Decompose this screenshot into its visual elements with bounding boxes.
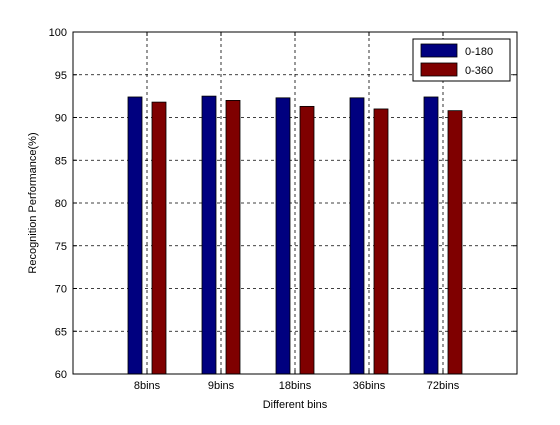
ticks [73, 31, 517, 375]
bar-0-360-36bins [373, 108, 389, 375]
x-tick-label: 18bins [279, 380, 312, 392]
grid [73, 32, 517, 374]
y-tick-label: 95 [55, 70, 67, 82]
tick-labels: 60 65 70 75 80 85 90 95 100 8bins 9bins 18bins 36bin… [49, 27, 460, 392]
x-tick-label: 36bins [353, 380, 386, 392]
legend-swatch-0-360 [420, 62, 458, 77]
y-axis-label: Recognition Performance(%) [27, 132, 39, 273]
legend-label-0-360: 0-360 [465, 65, 493, 77]
legend: 0-180 0-360 [412, 38, 511, 82]
y-tick-label: 85 [55, 155, 67, 167]
bar-0-360-18bins [299, 105, 315, 375]
bar-0-360-9bins [225, 100, 241, 375]
x-tick-label: 9bins [208, 380, 235, 392]
bar-0-180-72bins [423, 96, 439, 375]
y-tick-label: 60 [55, 369, 67, 381]
bar-0-180-18bins [275, 97, 291, 375]
legend-label-0-180: 0-180 [465, 46, 493, 58]
bars [127, 95, 463, 375]
y-tick-label: 75 [55, 241, 67, 253]
legend-swatch-0-180 [420, 43, 458, 58]
bar-0-360-72bins [447, 110, 463, 375]
y-tick-label: 90 [55, 113, 67, 125]
y-tick-label: 100 [49, 27, 67, 39]
x-tick-label: 8bins [134, 380, 161, 392]
y-tick-label: 70 [55, 284, 67, 296]
y-tick-label: 80 [55, 198, 67, 210]
bar-0-180-36bins [349, 97, 365, 375]
x-tick-label: 72bins [427, 380, 460, 392]
bar-0-180-8bins [127, 96, 143, 375]
x-axis-label: Different bins [263, 399, 328, 411]
y-tick-label: 65 [55, 326, 67, 338]
bar-0-180-9bins [201, 95, 217, 375]
bar-0-360-8bins [151, 101, 167, 375]
